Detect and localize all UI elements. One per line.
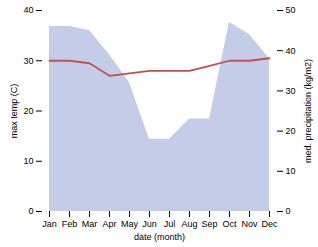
svg-text:Jan: Jan bbox=[42, 219, 57, 229]
svg-text:10: 10 bbox=[286, 166, 296, 176]
svg-text:50: 50 bbox=[286, 5, 296, 15]
svg-text:0: 0 bbox=[286, 206, 291, 216]
svg-text:Jun: Jun bbox=[142, 219, 157, 229]
svg-text:20: 20 bbox=[286, 126, 296, 136]
svg-text:20: 20 bbox=[23, 106, 33, 116]
svg-text:Aug: Aug bbox=[181, 219, 197, 229]
svg-text:Apr: Apr bbox=[102, 219, 116, 229]
svg-text:Sep: Sep bbox=[201, 219, 217, 229]
svg-text:0: 0 bbox=[28, 206, 33, 216]
svg-text:Oct: Oct bbox=[222, 219, 237, 229]
svg-text:May: May bbox=[121, 219, 139, 229]
svg-text:Feb: Feb bbox=[62, 219, 78, 229]
svg-text:40: 40 bbox=[23, 5, 33, 15]
svg-text:Jul: Jul bbox=[164, 219, 176, 229]
svg-text:30: 30 bbox=[23, 56, 33, 66]
svg-text:Mar: Mar bbox=[82, 219, 98, 229]
svg-text:Dec: Dec bbox=[261, 219, 278, 229]
svg-text:Nov: Nov bbox=[241, 219, 258, 229]
svg-text:40: 40 bbox=[286, 46, 296, 56]
svg-text:date (month): date (month) bbox=[134, 232, 185, 242]
svg-text:max temp (C): max temp (C) bbox=[9, 84, 19, 139]
svg-text:10: 10 bbox=[23, 156, 33, 166]
svg-text:30: 30 bbox=[286, 86, 296, 96]
svg-text:med. precipitation (kg/m2): med. precipitation (kg/m2) bbox=[303, 59, 313, 163]
